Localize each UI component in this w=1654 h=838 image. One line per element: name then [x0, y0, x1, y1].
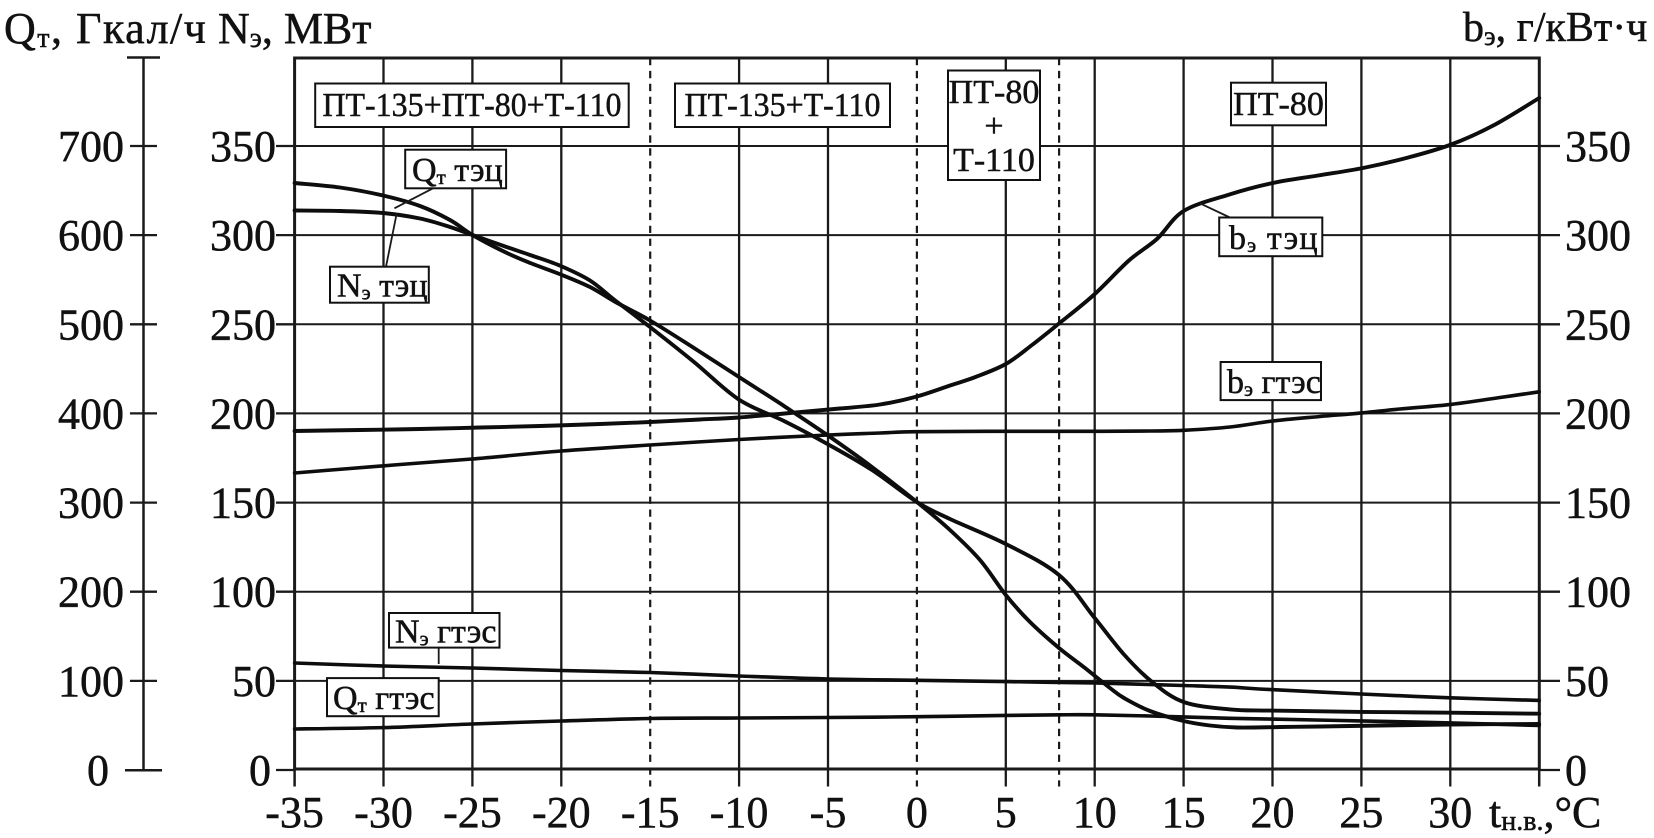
svg-text:-20: -20 — [532, 788, 591, 837]
svg-text:100: 100 — [1565, 568, 1631, 617]
svg-text:400: 400 — [58, 389, 124, 438]
svg-text:200: 200 — [58, 568, 124, 617]
svg-text:10: 10 — [1073, 788, 1117, 837]
svg-text:350: 350 — [1565, 122, 1631, 171]
svg-text:200: 200 — [210, 389, 276, 438]
svg-text:bэ тэц: bэ тэц — [1229, 220, 1319, 257]
svg-text:600: 600 — [58, 211, 124, 260]
svg-text:Qт, Гкал/ч: Qт, Гкал/ч — [4, 4, 207, 54]
svg-text:300: 300 — [210, 211, 276, 260]
svg-text:30: 30 — [1428, 788, 1472, 837]
svg-text:150: 150 — [1565, 479, 1631, 528]
svg-text:ПТ-135+Т-110: ПТ-135+Т-110 — [685, 87, 881, 124]
svg-text:0: 0 — [87, 746, 109, 795]
svg-text:350: 350 — [210, 122, 276, 171]
svg-text:20: 20 — [1251, 788, 1295, 837]
svg-text:50: 50 — [232, 657, 276, 706]
svg-text:-35: -35 — [265, 788, 324, 837]
svg-text:Nэ, МВт: Nэ, МВт — [218, 4, 372, 54]
svg-text:0: 0 — [249, 746, 271, 795]
svg-text:250: 250 — [210, 300, 276, 349]
svg-text:50: 50 — [1565, 657, 1609, 706]
svg-text:200: 200 — [1565, 389, 1631, 438]
svg-text:25: 25 — [1339, 788, 1383, 837]
svg-text:500: 500 — [58, 300, 124, 349]
svg-text:300: 300 — [58, 479, 124, 528]
svg-text:ПТ-80: ПТ-80 — [949, 74, 1040, 111]
svg-text:bэ гтэс: bэ гтэс — [1227, 364, 1321, 401]
svg-text:-25: -25 — [443, 788, 502, 837]
svg-text:150: 150 — [210, 479, 276, 528]
svg-text:700: 700 — [58, 122, 124, 171]
svg-text:0: 0 — [1565, 746, 1587, 795]
svg-text:-30: -30 — [354, 788, 413, 837]
svg-text:Nэ гтэс: Nэ гтэс — [395, 613, 496, 650]
svg-text:-5: -5 — [810, 788, 847, 837]
svg-text:+: + — [984, 108, 1003, 145]
svg-text:250: 250 — [1565, 300, 1631, 349]
svg-text:Qт гтэс: Qт гтэс — [333, 680, 435, 717]
svg-text:100: 100 — [58, 657, 124, 706]
svg-text:15: 15 — [1162, 788, 1206, 837]
svg-text:Т-110: Т-110 — [953, 142, 1035, 179]
svg-text:5: 5 — [995, 788, 1017, 837]
svg-text:-15: -15 — [621, 788, 680, 837]
svg-text:-10: -10 — [710, 788, 769, 837]
svg-text:0: 0 — [906, 788, 928, 837]
svg-text:ПТ-80: ПТ-80 — [1233, 86, 1324, 123]
svg-text:300: 300 — [1565, 211, 1631, 260]
svg-text:Nэ тэц: Nэ тэц — [337, 268, 428, 305]
svg-text:100: 100 — [210, 568, 276, 617]
svg-text:Qт тэц: Qт тэц — [412, 152, 503, 189]
svg-text:ПТ-135+ПТ-80+Т-110: ПТ-135+ПТ-80+Т-110 — [323, 87, 622, 124]
